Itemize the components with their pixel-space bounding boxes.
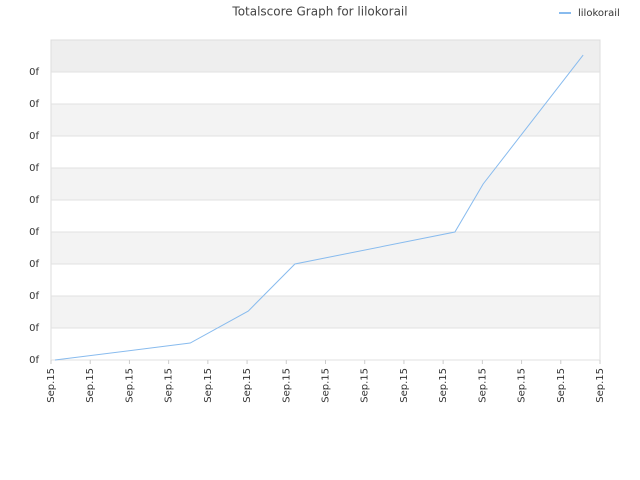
- grid-band: [51, 296, 600, 328]
- chart-title: Totalscore Graph for lilokorail: [231, 5, 407, 19]
- x-tick-label: Sep.15: [438, 368, 449, 403]
- grid-band: [51, 40, 600, 72]
- x-tick-label: Sep.15: [517, 368, 528, 403]
- y-tick-label: 0f: [29, 227, 39, 238]
- x-tick-label: Sep.15: [124, 368, 135, 403]
- grid-band: [51, 168, 600, 200]
- y-tick-label: 0f: [29, 291, 39, 302]
- x-tick-label: Sep.15: [556, 368, 567, 403]
- y-tick-label: 0f: [29, 355, 39, 366]
- x-tick-label: Sep.15: [321, 368, 332, 403]
- y-tick-label: 0f: [29, 323, 39, 334]
- x-tick-label: Sep.15: [399, 368, 410, 403]
- x-tick-label: Sep.15: [203, 368, 214, 403]
- x-tick-label: Sep.15: [360, 368, 371, 403]
- y-tick-label: 0f: [29, 67, 39, 78]
- x-tick-label: Sep.15: [164, 368, 175, 403]
- y-tick-label: 0f: [29, 259, 39, 270]
- y-tick-label: 0f: [29, 131, 39, 142]
- x-tick-label: Sep.15: [242, 368, 253, 403]
- y-tick-label: 0f: [29, 163, 39, 174]
- y-tick-label: 0f: [29, 195, 39, 206]
- grid-band: [51, 232, 600, 264]
- x-tick-label: Sep.15: [281, 368, 292, 403]
- grid-band: [51, 104, 600, 136]
- x-tick-label: Sep.15: [46, 368, 57, 403]
- data-line: [54, 54, 584, 361]
- x-tick-label: Sep.15: [477, 368, 488, 403]
- legend-label: lilokorail: [578, 8, 620, 19]
- x-tick-label: Sep.15: [595, 368, 606, 403]
- y-tick-label: 0f: [29, 99, 39, 110]
- x-tick-label: Sep.15: [85, 368, 96, 403]
